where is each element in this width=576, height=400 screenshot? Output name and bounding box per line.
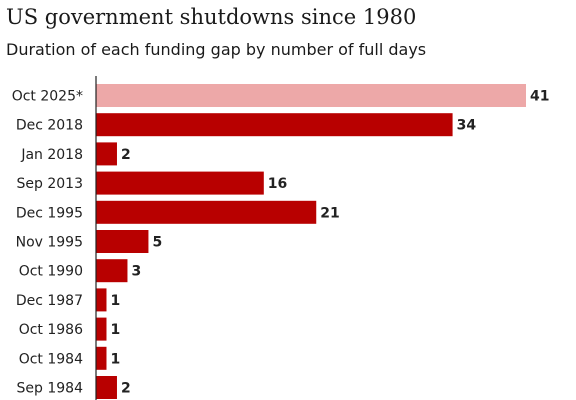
bars-layer: Oct 2025* 41 Dec 2018 34 Jan 2018 2 Sep 2013 16… [12,84,549,399]
bar [96,288,107,312]
bar-value-label: 21 [320,205,339,221]
chart-subtitle: Duration of each funding gap by number o… [6,40,427,59]
bar-value-label: 1 [110,293,120,309]
bar [96,230,149,253]
category-label: Sep 1984 [17,381,84,397]
category-label: Dec 1995 [16,205,83,221]
bar [96,171,264,195]
category-label: Oct 1986 [19,322,83,338]
category-label: Oct 2025* [12,89,83,105]
bar [96,376,117,399]
bar-value-label: 16 [268,176,287,192]
bar-value-label: 1 [110,322,120,338]
chart-title: US government shutdowns since 1980 [6,5,417,29]
bar-value-label: 3 [131,264,141,280]
bar-value-label: 2 [121,381,131,397]
bar [96,259,128,283]
bar [96,317,107,341]
bar [96,142,117,166]
category-label: Jan 2018 [20,147,83,163]
bar [96,346,107,370]
category-label: Sep 2013 [17,176,83,192]
category-label: Oct 1990 [19,264,83,280]
bar [96,200,317,224]
bar [96,113,453,137]
bar [96,84,526,107]
category-label: Dec 2018 [16,118,83,134]
category-label: Nov 1995 [16,235,83,251]
category-label: Dec 1987 [16,293,83,309]
category-label: Oct 1984 [19,351,83,367]
bar-value-label: 1 [110,351,120,367]
bar-value-label: 41 [530,89,549,105]
bar-value-label: 34 [457,118,477,134]
bar-value-label: 5 [152,235,162,251]
bar-value-label: 2 [121,147,131,163]
